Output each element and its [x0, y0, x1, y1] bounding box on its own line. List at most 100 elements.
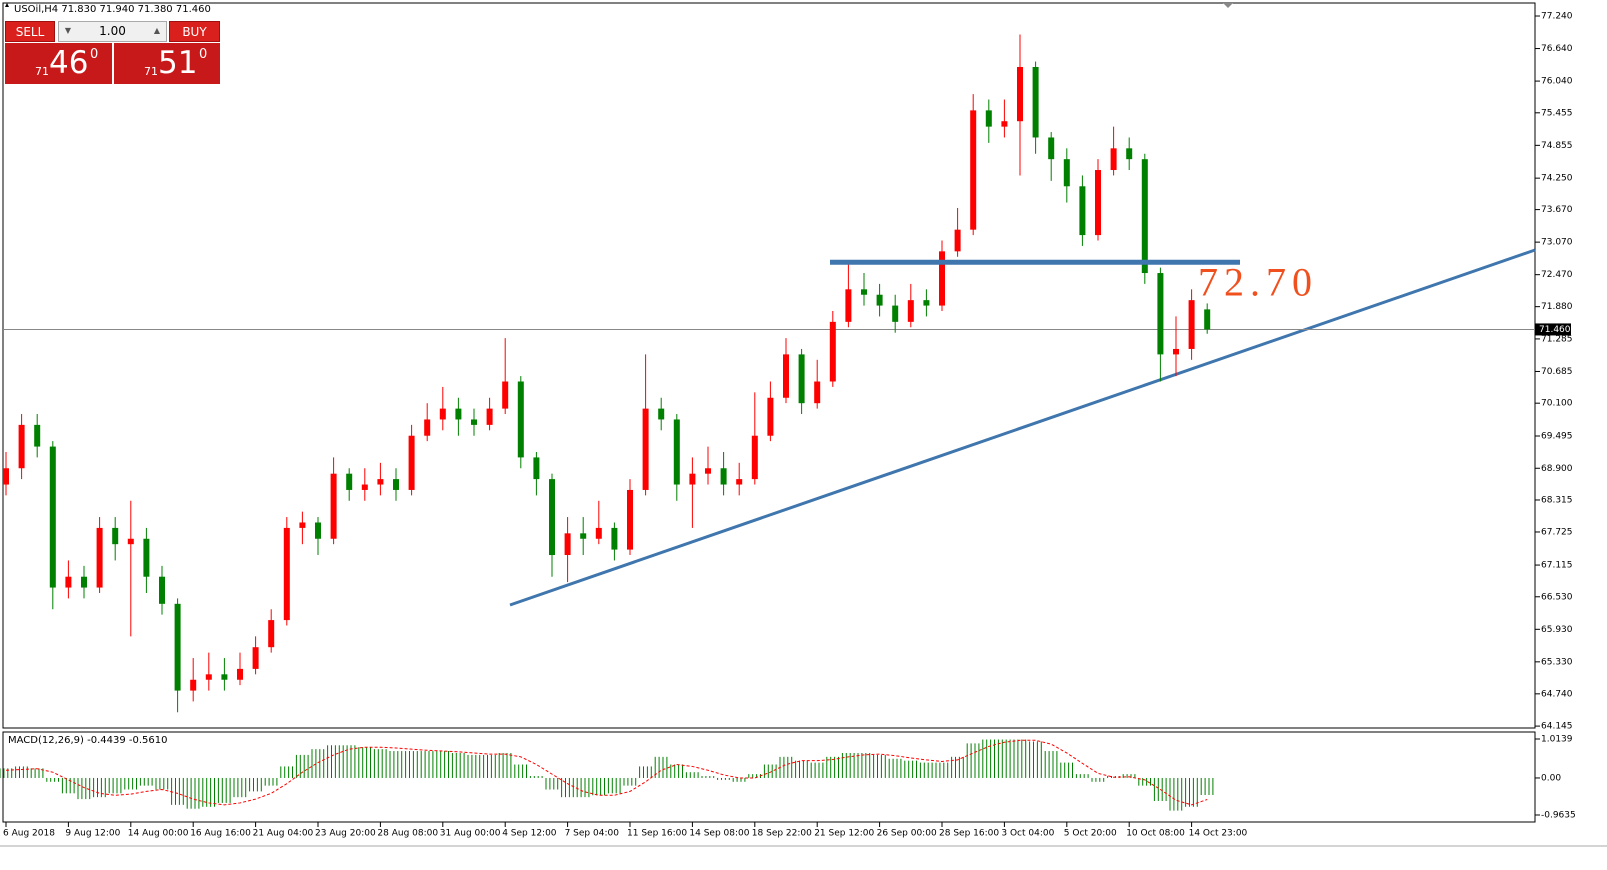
sell-price-big: 46 — [49, 45, 89, 81]
y-tick-label: 70.100 — [1541, 399, 1573, 409]
candle-body — [1095, 170, 1101, 236]
candle-body — [829, 321, 836, 382]
header: USOil,H4 71.830 71.940 71.380 71.460 — [14, 4, 211, 15]
main-frame — [2, 2, 1536, 729]
candle-body — [923, 300, 930, 306]
candle-body — [876, 294, 883, 306]
x-tick-label: 16 Aug 16:00 — [190, 829, 251, 839]
y-tick-label: 74.250 — [1541, 174, 1573, 184]
x-tick-label: 9 Aug 12:00 — [65, 829, 120, 839]
x-tick-label: 4 Sep 12:00 — [502, 829, 557, 839]
lot-up[interactable]: ▲ — [153, 26, 161, 35]
candle-body — [205, 674, 212, 680]
y-tick-label: 0.00 — [1541, 773, 1561, 783]
x-tick-label: 6 Aug 2018 — [3, 829, 55, 839]
candle-body — [611, 527, 618, 550]
candle-body — [1157, 273, 1164, 355]
y-tick-label: 66.530 — [1541, 592, 1573, 602]
candle-body — [81, 576, 87, 588]
candle-body — [549, 479, 555, 556]
candle-body — [221, 674, 228, 680]
candle-body — [377, 479, 384, 485]
y-tick-label: -0.9635 — [1541, 810, 1576, 820]
candle-body — [424, 419, 431, 436]
candle-body — [1048, 137, 1055, 160]
y-tick-label: 73.670 — [1541, 205, 1573, 215]
shift-marker — [1223, 3, 1233, 8]
candle-body — [736, 479, 743, 485]
x-tick-label: 10 Oct 08:00 — [1126, 829, 1185, 839]
macd-frame — [2, 731, 1536, 823]
sell-price-sup: 0 — [90, 47, 99, 62]
candle-body — [1032, 66, 1039, 138]
macd-signal — [5, 739, 1208, 806]
candle-body — [845, 289, 852, 322]
candle-body — [237, 668, 243, 680]
candle-body — [783, 354, 789, 398]
x-tick-label: 14 Oct 23:00 — [1189, 829, 1248, 839]
x-tick-label: 3 Oct 04:00 — [1001, 829, 1054, 839]
candle-body — [299, 522, 306, 528]
candle-body — [954, 229, 961, 252]
y-tick-label: 69.495 — [1541, 431, 1573, 441]
trade-panel: SELL 1.00 ▼ ▲ BUY 71 46 0 71 51 0 — [5, 21, 220, 84]
sell-price-small: 71 — [35, 65, 49, 78]
candle-body — [517, 381, 524, 458]
y-tick-label: 65.330 — [1541, 657, 1573, 667]
candle-body — [907, 300, 914, 322]
y-tick-label: 70.685 — [1541, 367, 1573, 377]
candle-body — [705, 468, 711, 474]
y-tick-label: 67.725 — [1541, 527, 1573, 537]
candle-body — [985, 110, 992, 127]
candle-body — [96, 527, 103, 588]
candle-body — [174, 603, 181, 691]
sell-button[interactable]: SELL — [5, 21, 55, 42]
macd-title: MACD(12,26,9) -0.4439 -0.5610 — [8, 735, 168, 746]
candle-body — [1079, 186, 1086, 236]
candle-body — [3, 468, 9, 485]
x-tick-label: 14 Sep 08:00 — [689, 829, 749, 839]
candle-body — [658, 408, 665, 420]
candle-body — [408, 435, 415, 490]
y-tick-label: 68.900 — [1541, 464, 1573, 474]
current-price-box — [1535, 323, 1571, 336]
candle-body — [346, 473, 353, 490]
y-tick-label: 72.470 — [1541, 270, 1573, 280]
buy-price-sup: 0 — [199, 47, 208, 62]
x-tick-label: 26 Sep 00:00 — [877, 829, 937, 839]
y-tick-label: 73.070 — [1541, 238, 1573, 248]
x-tick-label: 21 Sep 12:00 — [814, 829, 874, 839]
candle-body — [283, 527, 290, 621]
candle-body — [65, 576, 72, 588]
buy-price[interactable]: 71 51 0 — [114, 43, 220, 84]
candle-body — [798, 354, 805, 404]
candle-body — [970, 110, 977, 230]
lot-down[interactable]: ▼ — [64, 26, 72, 35]
candle-body — [1188, 300, 1195, 349]
candle-body — [330, 473, 337, 539]
candle-body — [939, 251, 945, 306]
x-tick-label: 28 Aug 08:00 — [377, 829, 438, 839]
buy-price-small: 71 — [144, 65, 158, 78]
candle-body — [471, 419, 477, 425]
candle-body — [1126, 148, 1133, 160]
candle-body — [1017, 66, 1023, 122]
candle-body — [455, 408, 462, 420]
candle-body — [533, 457, 540, 480]
lot-input[interactable]: 1.00 — [58, 21, 167, 42]
y-tick-label: 1.0139 — [1541, 734, 1573, 744]
y-tick-label: 76.040 — [1541, 77, 1573, 87]
candle-body — [627, 489, 633, 550]
y-tick-label: 77.240 — [1541, 12, 1573, 22]
x-tick-label: 7 Sep 04:00 — [565, 829, 620, 839]
candle-body — [720, 468, 727, 485]
candle-body — [1141, 159, 1148, 274]
candle-body — [673, 419, 680, 485]
y-tick-label: 74.855 — [1541, 141, 1573, 151]
buy-button[interactable]: BUY — [169, 21, 220, 42]
sell-price[interactable]: 71 46 0 — [5, 43, 112, 84]
current-price-label: 71.460 — [1539, 325, 1571, 335]
candle-body — [268, 620, 275, 648]
